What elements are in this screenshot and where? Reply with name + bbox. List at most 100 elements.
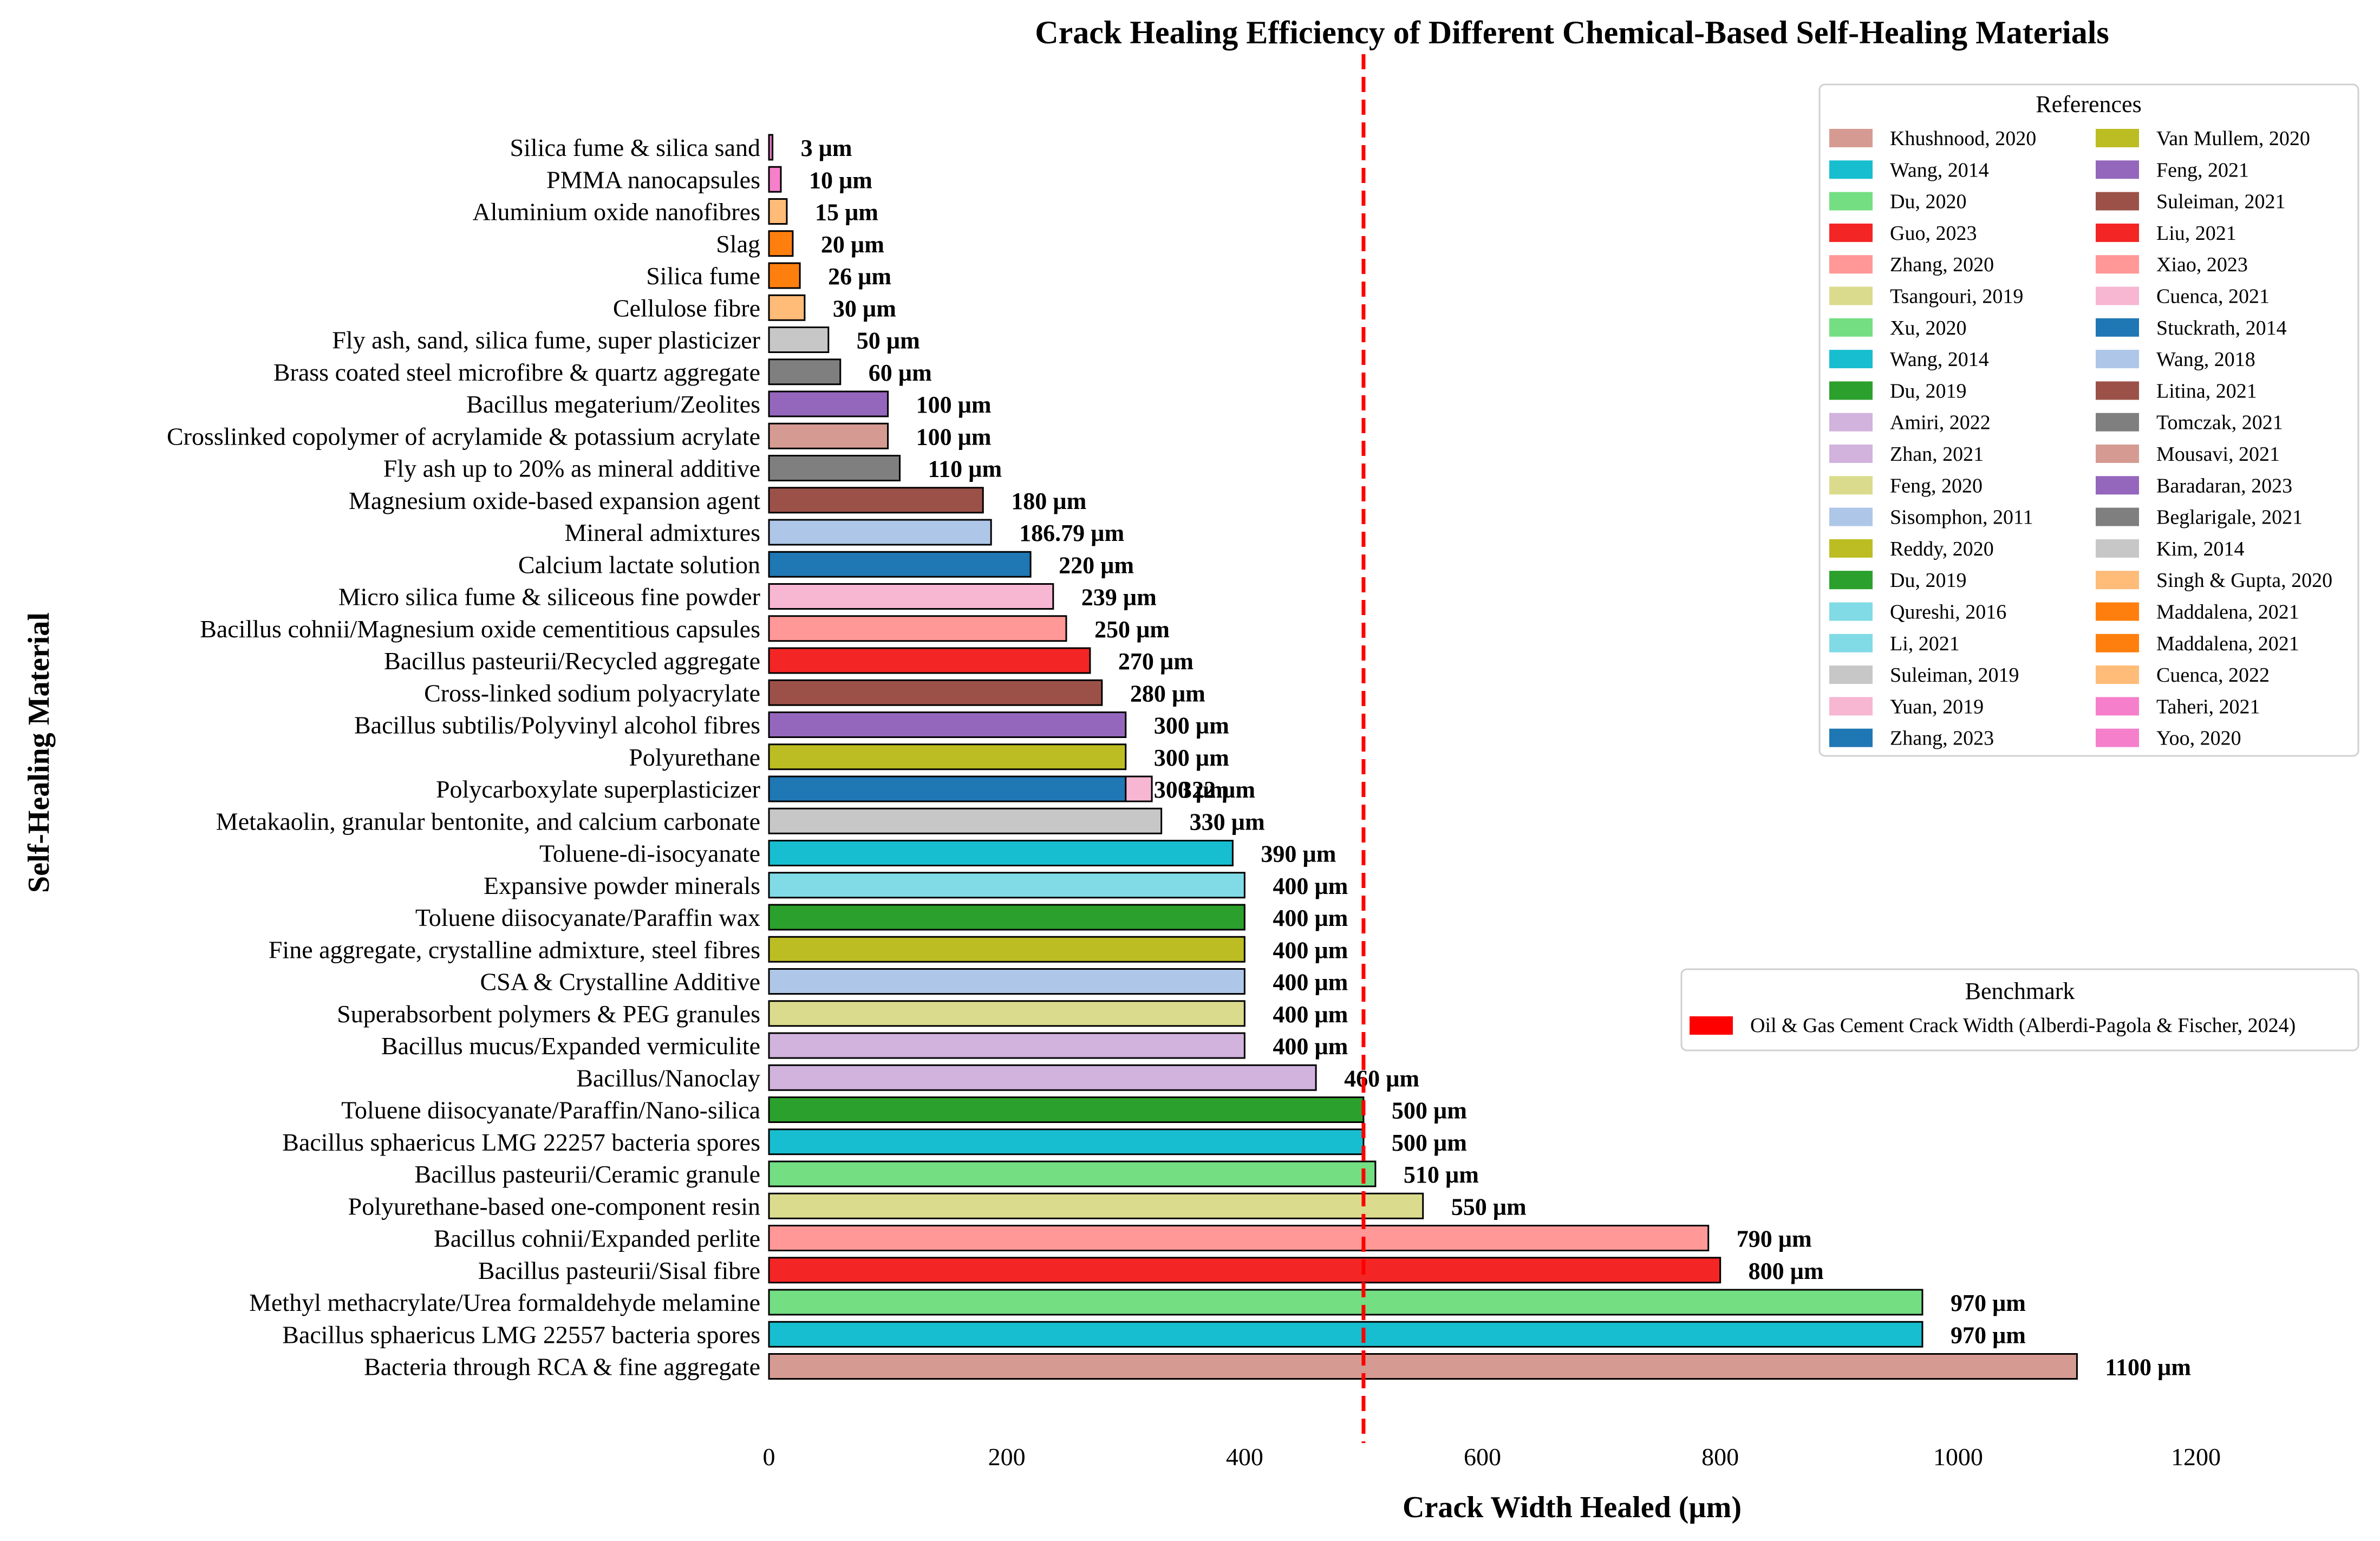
x-axis-label: Crack Width Healed (µm)	[1403, 1491, 1742, 1524]
value-label: 790 µm	[1737, 1226, 1812, 1252]
legend-entry-label: Cuenca, 2021	[2156, 285, 2270, 308]
category-label: Slag	[716, 230, 760, 258]
bar	[768, 390, 889, 417]
legend-references-title: References	[2036, 91, 2141, 117]
bar	[768, 230, 794, 257]
legend-entry-label: Baradaran, 2023	[2156, 474, 2292, 497]
value-label: 500 µm	[1392, 1129, 1467, 1156]
value-label: 15 µm	[815, 199, 878, 226]
legend-swatch	[2096, 665, 2139, 684]
bar	[768, 1160, 1377, 1187]
legend-swatch	[1829, 697, 1873, 716]
legend-entry-label: Yuan, 2019	[1890, 695, 1984, 718]
bar	[768, 519, 992, 546]
legend-swatch	[1829, 255, 1873, 274]
bar	[768, 1321, 1923, 1348]
legend-entry-label: Wang, 2014	[1890, 159, 1989, 181]
legend-entry-label: Suleiman, 2019	[1890, 664, 2019, 687]
legend-swatch	[1829, 160, 1873, 179]
x-tick-label: 400	[1226, 1443, 1263, 1471]
legend-swatch	[2096, 476, 2139, 495]
bar	[768, 1128, 1365, 1155]
x-tick-label: 800	[1701, 1443, 1739, 1471]
category-label: Expansive powder minerals	[484, 872, 760, 899]
value-label: 400 µm	[1273, 1033, 1348, 1060]
category-label: Cellulose fibre	[613, 294, 760, 322]
legend-swatch	[1829, 476, 1873, 495]
legend-entry-label: Feng, 2021	[2156, 159, 2249, 181]
legend-swatch	[1829, 728, 1873, 747]
legend-entry-label: Litina, 2021	[2156, 380, 2257, 402]
legend-entry-label: Yoo, 2020	[2156, 727, 2241, 750]
overlay-value-label: 322 µm	[1180, 776, 1255, 803]
legend-entry-label: Sisomphon, 2011	[1890, 506, 2033, 529]
category-label: Methyl methacrylate/Urea formaldehyde me…	[249, 1289, 760, 1316]
bar	[768, 166, 782, 193]
legend-swatch	[1829, 413, 1873, 432]
category-label: Bacillus sphaericus LMG 22557 bacteria s…	[282, 1321, 760, 1348]
legend-references-entries: Khushnood, 2020 Wang, 2014 Du, 2020 Guo, 20…	[1829, 127, 2332, 750]
bar	[768, 1000, 1246, 1027]
category-label: Silica fume	[646, 262, 760, 290]
bar	[768, 1064, 1317, 1091]
category-label: Bacillus pasteurii/Ceramic granule	[414, 1160, 760, 1188]
category-label: Polyurethane-based one-component resin	[348, 1192, 760, 1220]
category-label: Aluminium oxide nanofibres	[473, 198, 760, 226]
legend-entry-label: Suleiman, 2021	[2156, 191, 2286, 213]
legend-swatch	[2096, 192, 2139, 211]
value-label: 1100 µm	[2105, 1354, 2191, 1381]
legend-entry-label: Li, 2021	[1890, 632, 1960, 655]
value-label: 400 µm	[1273, 873, 1348, 899]
value-label: 400 µm	[1273, 905, 1348, 931]
category-label: Metakaolin, granular bentonite, and calc…	[216, 807, 760, 835]
value-label: 239 µm	[1081, 584, 1157, 611]
legend-benchmark-swatch	[1690, 1016, 1733, 1035]
category-label: Brass coated steel microfibre & quartz a…	[273, 358, 760, 386]
bar	[768, 1192, 1424, 1219]
bar	[768, 711, 1127, 738]
value-label: 970 µm	[1951, 1290, 2026, 1316]
category-label: PMMA nanocapsules	[546, 166, 760, 193]
bar	[768, 422, 889, 449]
legend-entry-label: Du, 2019	[1890, 380, 1966, 402]
bars-layer	[768, 134, 2078, 1380]
legend-entry-label: Singh & Gupta, 2020	[2156, 569, 2332, 592]
category-label: Bacillus mucus/Expanded vermiculite	[381, 1032, 760, 1060]
category-label: Bacillus megaterium/Zeolites	[466, 390, 760, 418]
category-label: Cross-linked sodium polyacrylate	[424, 679, 760, 707]
legend-swatch	[2096, 413, 2139, 432]
legend-entry-label: Guo, 2023	[1890, 222, 1977, 245]
value-label: 110 µm	[928, 456, 1002, 482]
category-label: Toluene diisocyanate/Paraffin/Nano-silic…	[341, 1096, 760, 1124]
value-label: 300 µm	[1154, 745, 1229, 771]
y-axis-label: Self-Healing Material	[22, 612, 56, 893]
value-label: 50 µm	[857, 328, 920, 354]
bar	[768, 615, 1067, 642]
category-label: Bacillus pasteurii/Sisal fibre	[478, 1257, 760, 1284]
bar	[768, 551, 1032, 578]
value-label: 100 µm	[916, 391, 992, 418]
category-label: Bacteria through RCA & fine aggregate	[364, 1353, 760, 1381]
category-labels: Silica fume & silica sand PMMA nanocapsul…	[167, 134, 760, 1381]
category-label: Crosslinked copolymer of acrylamide & po…	[167, 422, 760, 450]
legend-entry-label: Xiao, 2023	[2156, 253, 2248, 276]
bar	[768, 679, 1103, 706]
legend-swatch	[2096, 507, 2139, 526]
value-label: 400 µm	[1273, 937, 1348, 963]
legend-benchmark: Benchmark Oil & Gas Cement Crack Width (…	[1680, 968, 2359, 1052]
legend-benchmark-title: Benchmark	[1965, 978, 2075, 1004]
bar	[768, 134, 774, 161]
legend-swatch	[1829, 539, 1873, 558]
legend-entry-label: Wang, 2018	[2156, 348, 2255, 371]
bar	[768, 840, 1234, 866]
legend-entry-label: Feng, 2020	[1890, 474, 1983, 497]
legend-entry-label: Xu, 2020	[1890, 317, 1966, 339]
value-label: 186.79 µm	[1019, 520, 1124, 546]
legend-swatch	[1829, 350, 1873, 369]
legend-swatch	[1829, 192, 1873, 211]
value-label: 390 µm	[1261, 841, 1336, 867]
legend-entry-label: Du, 2020	[1890, 191, 1966, 213]
category-label: Toluene-di-isocyanate	[539, 840, 760, 867]
legend-entry-label: Zhang, 2020	[1890, 253, 1994, 276]
legend-entry-label: Maddalena, 2021	[2156, 632, 2299, 655]
